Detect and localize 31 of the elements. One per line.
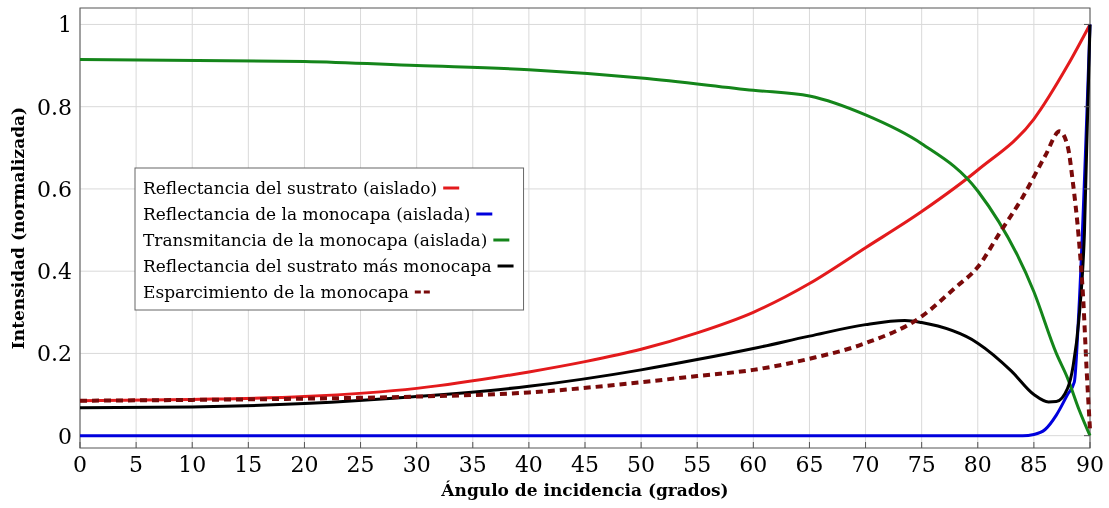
legend-label: Transmitancia de la monocapa (aislada)	[143, 230, 488, 250]
x-tick-label: 75	[907, 452, 936, 477]
legend-label: Esparcimiento de la monocapa	[143, 282, 409, 302]
y-tick-label: 0.6	[37, 176, 72, 202]
y-tick-label: 1	[58, 12, 72, 38]
x-tick-label: 25	[346, 452, 375, 477]
x-tick-label: 15	[234, 452, 263, 477]
x-axis-title: Ángulo de incidencia (grados)	[440, 480, 729, 500]
x-tick-label: 85	[1019, 452, 1048, 477]
x-tick-label: 90	[1076, 452, 1104, 477]
legend-label: Reflectancia del sustrato (aislado)	[143, 178, 438, 198]
x-tick-label: 80	[963, 452, 992, 477]
y-tick-label: 0.4	[37, 259, 72, 285]
x-tick-label: 35	[458, 452, 487, 477]
x-tick-label: 65	[795, 452, 824, 477]
x-tick-label: 60	[739, 452, 768, 477]
y-tick-label: 0	[58, 423, 72, 449]
y-axis-title: Intensidad (normalizada)	[8, 106, 28, 350]
y-tick-label: 0.8	[37, 94, 72, 120]
x-tick-label: 20	[290, 452, 319, 477]
legend-label: Reflectancia del sustrato más monocapa	[143, 256, 492, 276]
x-tick-label: 45	[571, 452, 599, 477]
legend-label: Reflectancia de la monocapa (aislada)	[143, 204, 471, 224]
x-tick-label: 55	[683, 452, 712, 477]
x-tick-label: 30	[402, 452, 431, 477]
x-tick-label: 70	[851, 452, 880, 477]
x-tick-label: 10	[178, 452, 207, 477]
y-tick-label: 0.2	[37, 341, 72, 367]
x-tick-label: 40	[514, 452, 543, 477]
x-tick-label: 5	[129, 452, 144, 477]
x-tick-label: 50	[627, 452, 656, 477]
